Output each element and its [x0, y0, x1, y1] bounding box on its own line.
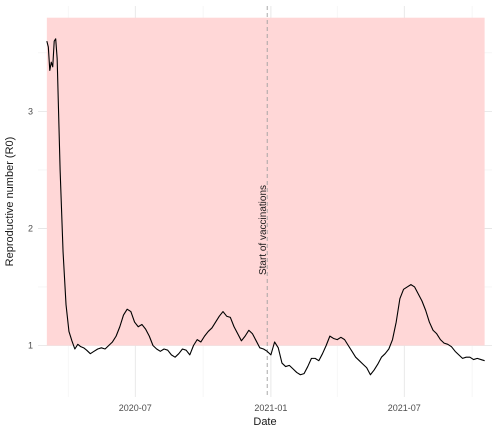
y-tick-label: 1	[28, 340, 33, 350]
y-tick-labels: 1 2 3	[28, 106, 33, 350]
x-tick-label: 2020-07	[119, 403, 152, 413]
y-tick-label: 2	[28, 223, 33, 233]
x-tick-label: 2021-01	[254, 403, 287, 413]
shaded-region	[46, 17, 485, 346]
y-axis-title: Reproductive number (R0)	[4, 137, 16, 267]
x-tick-labels: 2020-07 2021-01 2021-07	[119, 403, 421, 413]
series-line	[46, 38, 485, 376]
y-tick-label: 3	[28, 106, 33, 116]
x-axis-title: Date	[253, 416, 276, 428]
x-tick-label: 2021-07	[388, 403, 421, 413]
vaccination-label: Start of vaccinations	[258, 185, 269, 275]
